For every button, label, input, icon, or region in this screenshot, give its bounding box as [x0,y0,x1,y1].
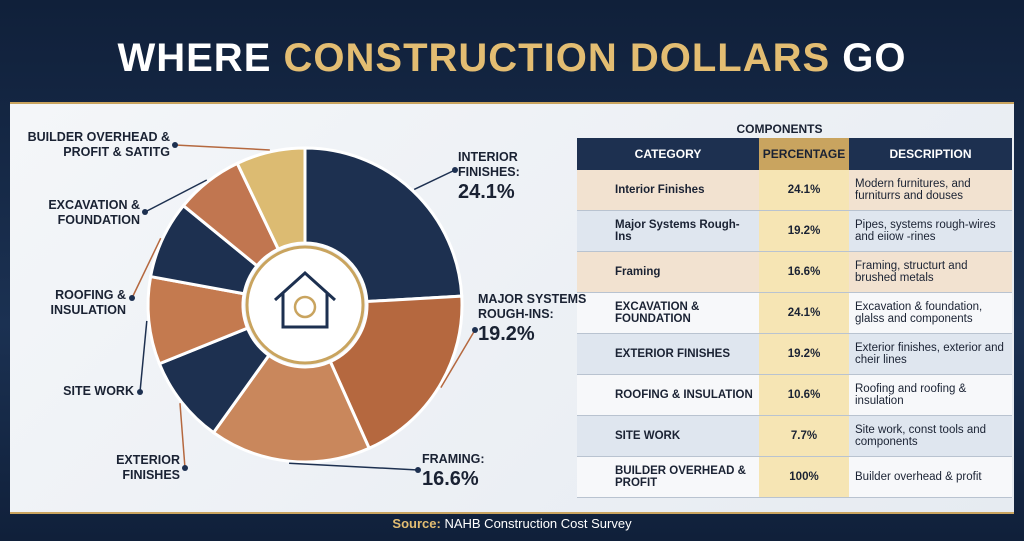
title-start: WHERE [117,36,272,80]
percentage-cell: 16.6% [759,251,849,293]
coin-icon [293,295,317,319]
description-cell: Roofing and roofing & insulation [849,374,1012,416]
donut-segment [211,353,372,464]
table-row: EXTERIOR FINISHES 19.2% Exterior finishes,… [577,333,1012,375]
components-table: CATEGORY PERCENTAGE DESCRIPTION Interior Fi… [577,138,1012,498]
leader-line [179,403,186,469]
segment-value: 16.6% [422,468,479,490]
description-cell: Excavation & foundation, glalss and comp… [849,292,1012,334]
category-cell: BUILDER OVERHEAD & PROFIT [577,456,759,498]
leader-dot [137,389,143,395]
leader-line [131,237,162,299]
table-row: Major Systems Rough-Ins 19.2% Pipes, syste… [577,210,1012,252]
title-highlight: CONSTRUCTION DOLLARS [283,36,831,80]
percentage-cell: 10.6% [759,374,849,416]
segment-label: MAJOR SYSTEMS ROUGH-INS: 19.2% [478,292,588,346]
leader-line [139,320,148,393]
donut-segment [303,146,464,304]
leader-dot [182,465,188,471]
leader-dot [472,327,478,333]
segment-name: EXTERIOR FINISHES [116,453,180,482]
source-text: NAHB Construction Cost Survey [444,516,632,531]
table-row: SITE WORK 7.7% Site work, const tools and … [577,415,1012,457]
percentage-cell: 24.1% [759,292,849,334]
category-cell: SITE WORK [577,415,759,457]
table-header: CATEGORY PERCENTAGE DESCRIPTION [577,138,1012,170]
description-cell: Pipes, systems rough-wires and eiiow -ri… [849,210,1012,252]
segment-label: FRAMING: 16.6% [422,452,522,491]
leader-dot [129,295,135,301]
segment-name: FRAMING: [422,452,485,466]
segment-label: INTERIOR FINISHES: 24.1% [458,150,578,204]
title-end: GO [842,36,907,80]
source-label: Source: [392,516,441,531]
segment-name: MAJOR SYSTEMS ROUGH-INS: [478,292,587,321]
leader-line [144,179,208,213]
segment-value: 19.2% [478,323,535,345]
leader-dot [142,209,148,215]
leader-dot [172,142,178,148]
donut-segment [328,294,464,451]
table-title: COMPONENTS [736,122,823,136]
table-row: ROOFING & INSULATION 10.6% Roofing and roo… [577,374,1012,416]
percentage-cell: 7.7% [759,415,849,457]
segment-name: SITE WORK [63,384,134,398]
leader-dot [415,467,421,473]
donut-segment [235,146,307,252]
description-cell: Site work, const tools and components [849,415,1012,457]
segment-label: SITE WORK [30,384,134,399]
category-cell: EXTERIOR FINISHES [577,333,759,375]
leader-line [289,462,419,471]
column-header: DESCRIPTION [849,138,1012,170]
leader-line [174,144,270,151]
description-cell: Framing, structurt and brushed metals [849,251,1012,293]
leader-line [440,329,476,389]
percentage-cell: 19.2% [759,333,849,375]
description-cell: Exterior finishes, exterior and cheir li… [849,333,1012,375]
segment-name: ROOFING & INSULATION [50,288,126,317]
column-header: CATEGORY [577,138,759,170]
table-row: EXCAVATION & FOUNDATION 24.1% Excavation &… [577,292,1012,334]
segment-value: 24.1% [458,181,515,203]
center-ring [245,245,365,365]
segment-label: EXCAVATION & FOUNDATION [20,198,140,228]
table-row: BUILDER OVERHEAD & PROFIT 100% Builder ove… [577,456,1012,498]
column-header: PERCENTAGE [759,138,849,170]
leader-dot [452,167,458,173]
source: Source: NAHB Construction Cost Survey [0,516,1024,531]
title: WHERE CONSTRUCTION DOLLARS GO [0,36,1024,81]
category-cell: ROOFING & INSULATION [577,374,759,416]
table-row: Framing 16.6% Framing, structurt and brush… [577,251,1012,293]
category-cell: Interior Finishes [577,170,759,211]
table-row: Interior Finishes 24.1% Modern furnitures,… [577,170,1012,211]
percentage-cell: 24.1% [759,170,849,211]
category-cell: EXCAVATION & FOUNDATION [577,292,759,334]
category-cell: Major Systems Rough-Ins [577,210,759,252]
house-icon [273,270,337,329]
segment-name: EXCAVATION & FOUNDATION [48,198,140,227]
segment-name: BUILDER OVERHEAD & PROFIT & SATITG [27,130,170,159]
segment-label: ROOFING & INSULATION [20,288,126,318]
percentage-cell: 100% [759,456,849,498]
segment-name: INTERIOR FINISHES: [458,150,520,179]
percentage-cell: 19.2% [759,210,849,252]
segment-label: EXTERIOR FINISHES [60,453,180,483]
description-cell: Modern furnitures, and furniturrs and do… [849,170,1012,211]
description-cell: Builder overhead & profit [849,456,1012,498]
segment-label: BUILDER OVERHEAD & PROFIT & SATITG [20,130,170,160]
category-cell: Framing [577,251,759,293]
leader-line [413,169,456,191]
